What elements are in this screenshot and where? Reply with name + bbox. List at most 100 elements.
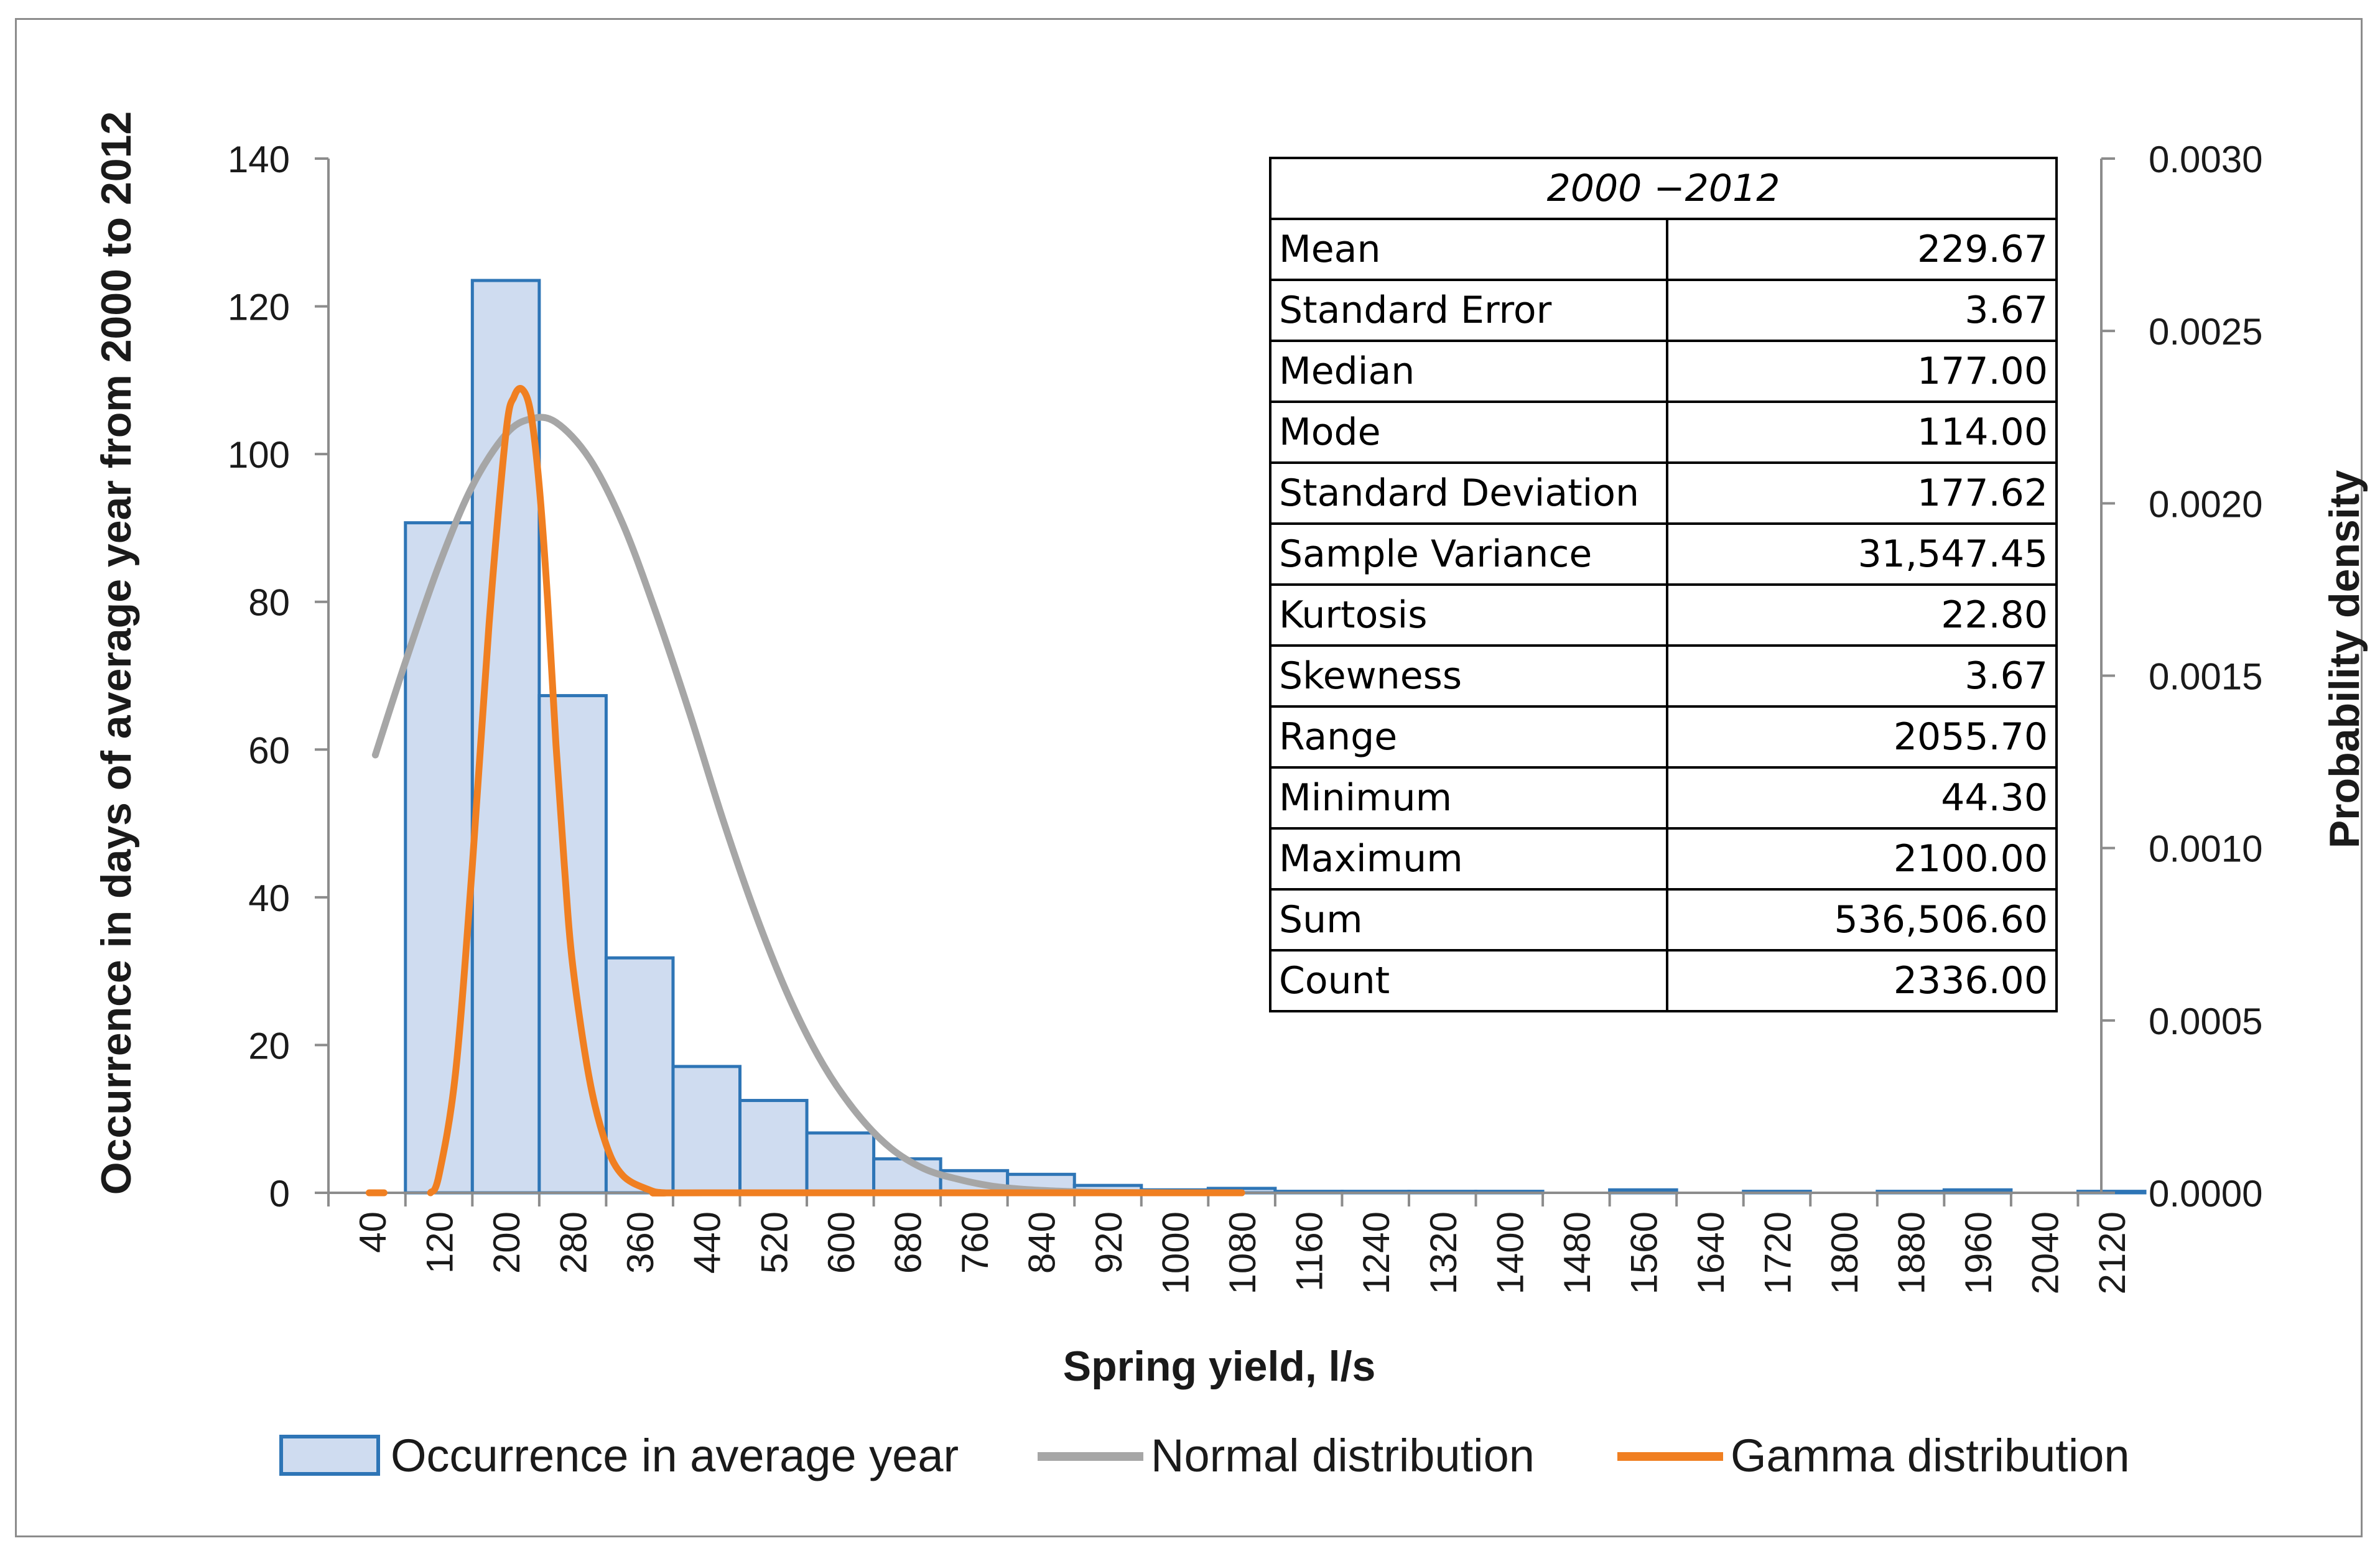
x-tick-label: 1320	[1423, 1211, 1464, 1294]
x-tick-label: 1880	[1891, 1211, 1933, 1294]
histogram-bar	[671, 1065, 742, 1195]
stats-row-label: Sample Variance	[1269, 522, 1668, 586]
x-tick-label: 520	[753, 1211, 795, 1274]
stats-row: Count 2336.00	[1269, 949, 2058, 1012]
stats-row-label: Standard Deviation	[1269, 461, 1668, 525]
x-tick-label: 1160	[1289, 1211, 1331, 1292]
chart-frame	[15, 18, 2363, 1537]
stats-row-label: Standard Error	[1269, 279, 1668, 342]
stats-row-label: Mean	[1269, 218, 1668, 281]
x-tick-label: 1720	[1757, 1211, 1798, 1294]
x-tick-label: 920	[1088, 1211, 1130, 1274]
histogram-bar	[738, 1099, 809, 1195]
x-tick-label: 2120	[2091, 1211, 2133, 1294]
y2-tick-label: 0.0015	[2149, 656, 2263, 698]
x-tick-label: 440	[687, 1211, 728, 1274]
x-tick-label: 1960	[1958, 1211, 1999, 1294]
x-tick-label: 680	[887, 1211, 929, 1274]
x-tick-label: 1480	[1556, 1211, 1598, 1294]
gamma-distribution-line	[427, 385, 1245, 1197]
y-tick-label: 0	[269, 1173, 290, 1215]
legend-bars-label: Occurrence in average year	[391, 1430, 959, 1481]
x-tick-label: 1400	[1489, 1211, 1531, 1294]
y-tick-label: 60	[248, 729, 290, 771]
stats-row-label: Maximum	[1269, 827, 1668, 891]
stats-row-value: 2055.70	[1666, 705, 2058, 769]
stats-row-label: Sum	[1269, 888, 1668, 952]
y-tick-label: 120	[228, 287, 290, 328]
x-tick-label: 1560	[1623, 1211, 1665, 1294]
stats-row-value: 536,506.60	[1666, 888, 2058, 952]
y2-tick-label: 0.0020	[2149, 483, 2263, 525]
x-tick-label: 40	[352, 1211, 394, 1253]
lines-layer	[365, 385, 1245, 1197]
y-tick-label: 140	[228, 139, 290, 180]
x-tick-label: 760	[954, 1211, 996, 1274]
x-axis-title: Spring yield, l/s	[1063, 1343, 1376, 1390]
y2-tick-label: 0.0000	[2149, 1173, 2263, 1215]
stats-row-value: 2336.00	[1666, 949, 2058, 1012]
stats-row: Median 177.00	[1269, 340, 2058, 403]
stats-row: Kurtosis 22.80	[1269, 583, 2058, 647]
stats-table-header-row: 2000 −2012	[1269, 157, 2058, 220]
histogram-bar	[805, 1131, 876, 1195]
x-tick-label: 840	[1021, 1211, 1062, 1274]
stats-row-label: Count	[1269, 949, 1668, 1012]
stats-table-body: Mean 229.67 Standard Error 3.67 Median 177.00…	[1269, 218, 2058, 1012]
stats-row-value: 177.00	[1666, 340, 2058, 403]
stats-row-value: 114.00	[1666, 401, 2058, 464]
stats-table: 2000 −2012 Mean 229.67 Standard Error 3.67 M…	[1269, 157, 2058, 1012]
stats-row-label: Skewness	[1269, 644, 1668, 708]
stats-row: Minimum 44.30	[1269, 766, 2058, 830]
stats-row-value: 3.67	[1666, 644, 2058, 708]
stats-row-value: 22.80	[1666, 583, 2058, 647]
stats-row: Mode 114.00	[1269, 401, 2058, 464]
y-axis-title: Occurrence in days of average year from …	[93, 111, 140, 1195]
y2-tick-label: 0.0005	[2149, 1001, 2263, 1042]
stats-row-value: 2100.00	[1666, 827, 2058, 891]
legend: Occurrence in average year Normal distri…	[279, 1430, 2130, 1481]
x-tick-label: 600	[820, 1211, 862, 1274]
stats-table-title: 2000 −2012	[1269, 157, 2058, 220]
x-tick-label: 1000	[1155, 1211, 1197, 1294]
stats-row-value: 31,547.45	[1666, 522, 2058, 586]
y2-tick-label: 0.0010	[2149, 828, 2263, 870]
stats-row-label: Median	[1269, 340, 1668, 403]
stats-row: Range 2055.70	[1269, 705, 2058, 769]
histogram-bar	[872, 1157, 942, 1195]
y-tick-label: 20	[248, 1025, 290, 1067]
y-tick-label: 100	[228, 434, 290, 476]
y-tick-label: 80	[248, 582, 290, 624]
stats-row: Skewness 3.67	[1269, 644, 2058, 708]
x-tick-label: 1800	[1824, 1211, 1866, 1294]
stats-row: Maximum 2100.00	[1269, 827, 2058, 891]
x-tick-label: 2040	[2025, 1211, 2066, 1294]
labels-layer: 0204060801001201400.00000.00050.00100.00…	[228, 139, 2263, 1294]
x-tick-label: 1640	[1690, 1211, 1732, 1294]
stats-row: Standard Error 3.67	[1269, 279, 2058, 342]
legend-gamma-label: Gamma distribution	[1731, 1430, 2130, 1481]
stats-row-value: 3.67	[1666, 279, 2058, 342]
stats-row: Sample Variance 31,547.45	[1269, 522, 2058, 586]
stats-row-value: 177.62	[1666, 461, 2058, 525]
stats-row: Sum 536,506.60	[1269, 888, 2058, 952]
legend-bar-swatch	[279, 1435, 380, 1476]
x-tick-label: 120	[419, 1211, 461, 1274]
x-tick-label: 1080	[1222, 1211, 1263, 1294]
x-tick-label: 280	[553, 1211, 595, 1274]
x-tick-label: 200	[486, 1211, 528, 1274]
axes-layer	[315, 157, 2115, 1206]
stats-row-label: Mode	[1269, 401, 1668, 464]
y-tick-label: 40	[248, 878, 290, 919]
legend-normal-label: Normal distribution	[1151, 1430, 1535, 1481]
stats-row: Mean 229.67	[1269, 218, 2058, 281]
stats-row-value: 229.67	[1666, 218, 2058, 281]
stats-row-label: Range	[1269, 705, 1668, 769]
stats-row: Standard Deviation 177.62	[1269, 461, 2058, 525]
stats-row-value: 44.30	[1666, 766, 2058, 830]
x-tick-label: 1240	[1355, 1211, 1397, 1294]
y2-tick-label: 0.0030	[2149, 139, 2263, 180]
histogram-bar	[604, 956, 675, 1195]
y2-tick-label: 0.0025	[2149, 311, 2263, 353]
y2-axis-title: Probability density	[2321, 470, 2368, 849]
